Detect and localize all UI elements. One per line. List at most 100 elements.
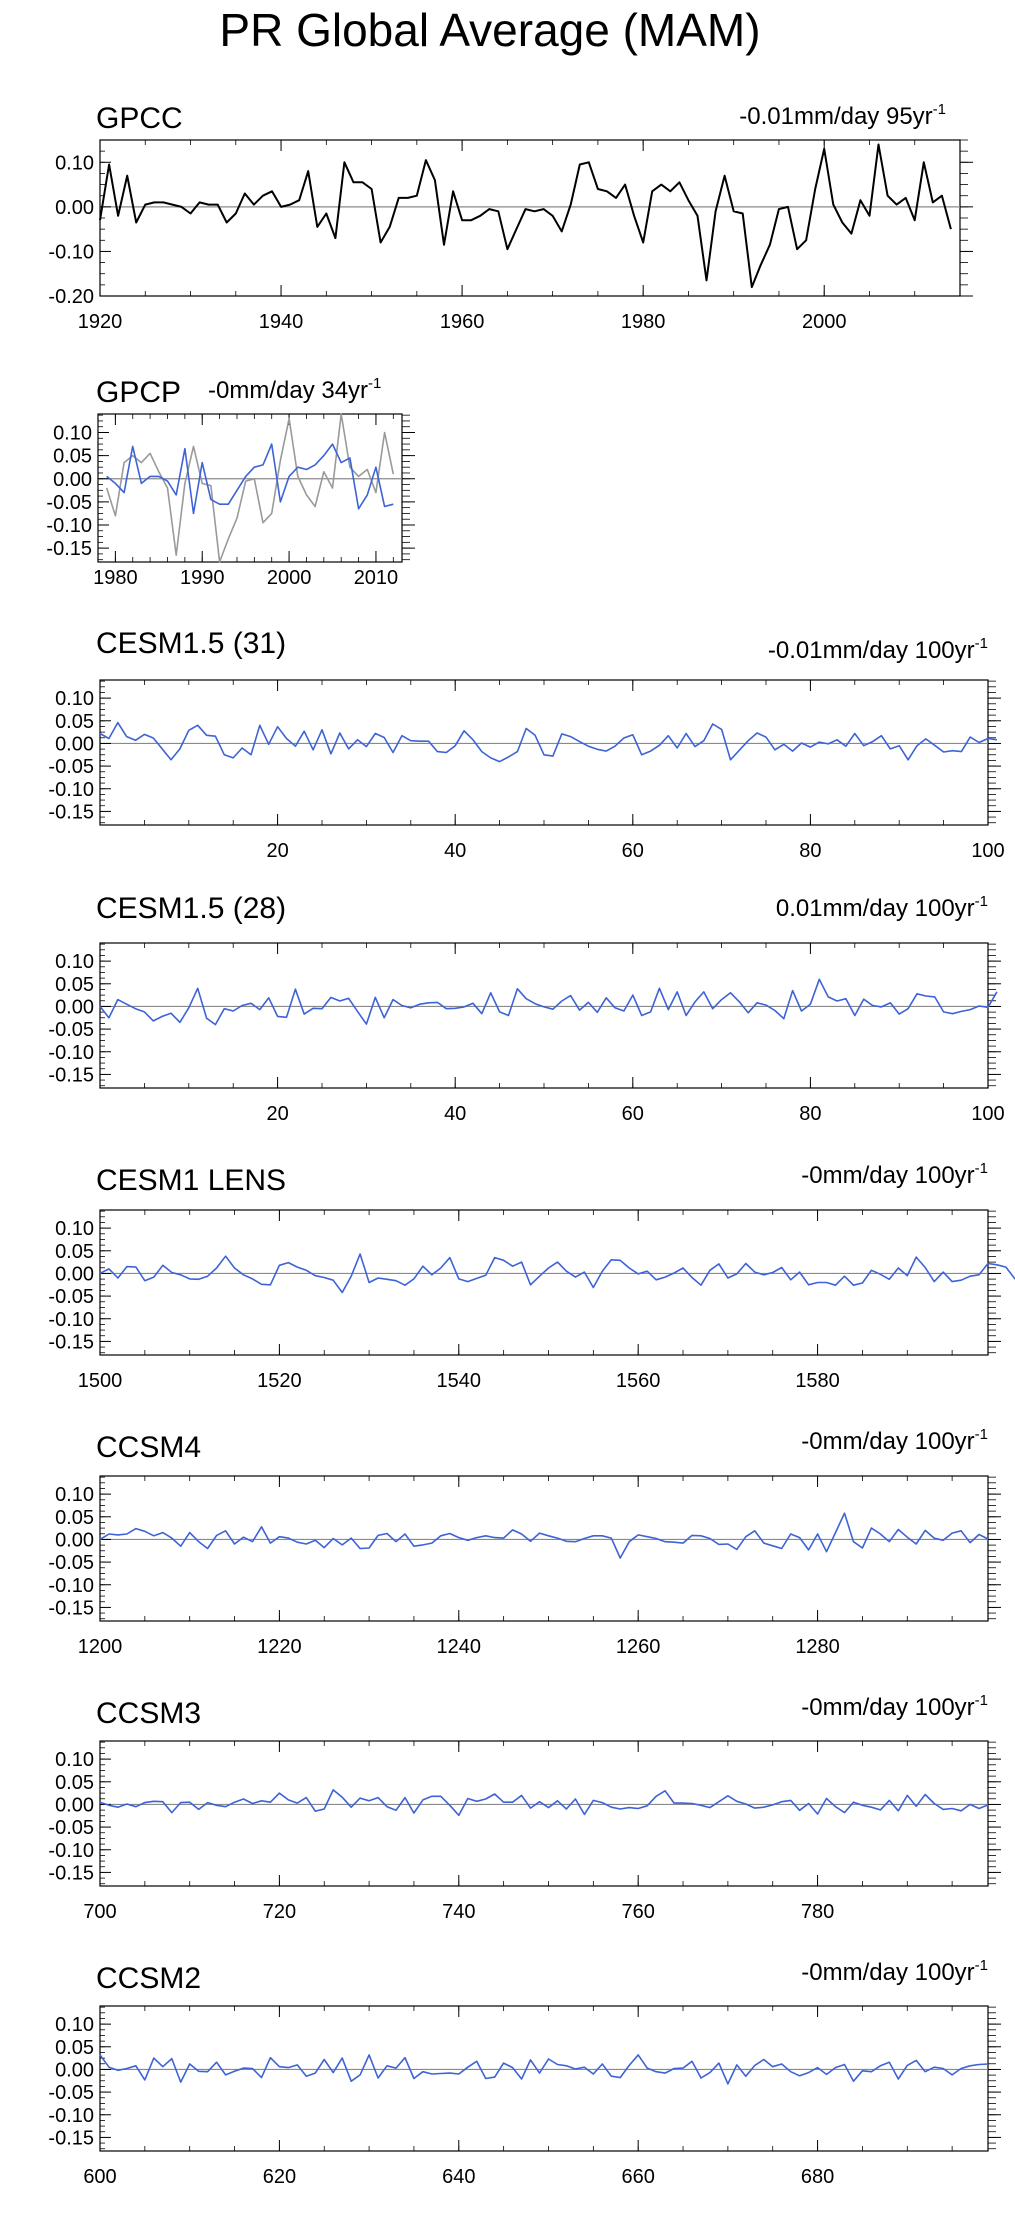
x-tick-label: 640 [442,2166,475,2188]
x-tick-label: 1520 [257,1370,302,1392]
panel-cesm1-5-31: 20 40 60 80 100 0.100.050.00-0.05-0.10-0.15 CE… [48,627,1004,862]
y-tick-label: 0.10 [55,688,94,710]
x-tick-label: 760 [621,1901,654,1923]
x-tick-label: 100 [971,840,1004,862]
y-tick-label: -0.10 [48,2105,94,2127]
panel-ccsm4: 1200 1220 1240 1260 12800.100.050.00-0.05-0.… [48,1426,1001,1658]
x-tick-label: 1200 [78,1636,123,1658]
x-tick-label: 1580 [795,1370,840,1392]
series-line-cesm1-lens [99,1253,1015,1294]
y-tick-label: -0.05 [48,1552,94,1574]
panel-ccsm2: 600 620 640 660 680 0.100.050.00-0.05-0.10-0.… [48,1957,1001,2188]
panel-title: CCSM2 [96,1962,201,1995]
trend-annotation: -0mm/day 100yr-1 [801,1160,988,1189]
y-tick-label: -0.10 [48,1042,94,1064]
trend-value: -0.01mm/day 95yr [739,103,932,130]
y-tick-label: -0.15 [46,538,92,560]
trend-annotation: -0.01mm/day 95yr-1 [739,101,946,130]
series-line-cesm1-5-31 [99,721,998,763]
x-tick-label: 600 [83,2166,116,2188]
trend-annotation: -0mm/day 100yr-1 [801,1426,988,1455]
y-tick-label: 0.10 [55,1749,94,1771]
y-tick-label: 0.00 [55,996,94,1018]
x-tick-label: 620 [263,2166,296,2188]
trend-exponent: -1 [975,1957,988,1974]
y-tick-label: 0.05 [53,446,92,468]
panel-title: CESM1.5 (31) [96,627,286,660]
y-tick-label: 0.10 [55,2014,94,2036]
series-line-cesm1-5-28 [99,978,998,1026]
x-tick-label: 2000 [267,567,312,589]
panel-title: GPCP [96,376,181,409]
panel-gpcp: 1980 1990 2000 20100.100.050.00-0.05-0.10-0… [46,375,415,589]
x-tick-label: 660 [621,2166,654,2188]
trend-annotation: -0mm/day 100yr-1 [801,1957,988,1986]
y-tick-label: -0.10 [46,515,92,537]
y-tick-label: 0.10 [55,152,94,174]
trend-exponent: -1 [975,1426,988,1443]
trend-exponent: -1 [975,1160,988,1177]
x-tick-label: 1960 [440,311,485,333]
trend-annotation: -0.01mm/day 100yr-1 [768,635,988,664]
panel-gpcc: 1920 1940 1960 1980 2000 0.10 0.00 -0.10 -0.20 GP… [48,101,973,333]
trend-value: -0.01mm/day 100yr [768,637,975,664]
x-tick-label: 680 [801,2166,834,2188]
series-line-ccsm3 [99,1789,989,1817]
x-tick-label: 20 [266,840,288,862]
y-tick-label: -0.20 [48,286,94,308]
trend-exponent: -1 [368,375,381,392]
series-line-ccsm2 [99,2054,989,2085]
panel-ccsm3: 700 720 740 760 780 0.100.050.00-0.05-0.10-0.… [48,1692,1001,1923]
plot-frame [99,1740,989,1887]
panel-title: CESM1 LENS [96,1164,286,1197]
y-tick-label: -0.05 [48,2082,94,2104]
series-line-gpcc [105,413,395,563]
trend-annotation: -0mm/day 100yr-1 [801,1692,988,1721]
y-tick-label: 0.05 [55,2037,94,2059]
x-tick-label: 2010 [354,567,399,589]
page-title: PR Global Average (MAM) [219,4,760,56]
y-tick-label: 0.00 [55,733,94,755]
trend-value: -0mm/day 100yr [801,1694,974,1721]
x-tick-label: 1220 [257,1636,302,1658]
y-tick-label: 0.10 [55,1484,94,1506]
y-tick-label: -0.05 [48,1286,94,1308]
y-tick-label: -0.15 [48,1331,94,1353]
y-tick-label: -0.05 [48,1019,94,1041]
y-tick-label: -0.15 [48,2127,94,2149]
x-tick-label: 60 [622,840,644,862]
x-tick-label: 1980 [93,567,138,589]
x-tick-label: 1240 [437,1636,482,1658]
y-tick-label: 0.05 [55,711,94,733]
trend-value: 0.01mm/day 100yr [776,895,975,922]
plot-frame [99,1475,989,1622]
x-tick-label: 1990 [180,567,225,589]
panel-title: GPCC [96,102,183,135]
x-tick-label: 100 [971,1103,1004,1125]
series-line-ccsm4 [99,1512,989,1559]
x-tick-label: 700 [83,1901,116,1923]
y-tick-label: 0.05 [55,974,94,996]
x-tick-label: 1540 [437,1370,482,1392]
x-tick-label: 740 [442,1901,475,1923]
y-tick-label: 0.05 [55,1507,94,1529]
trend-exponent: -1 [975,893,988,910]
y-tick-label: -0.10 [48,241,94,263]
x-tick-label: 1980 [621,311,666,333]
y-tick-label: -0.15 [48,1597,94,1619]
series-line-gpcc [99,143,952,289]
y-tick-label: 0.00 [55,1529,94,1551]
trend-value: -0mm/day 100yr [801,1959,974,1986]
panel-cesm1-5-28: 20 40 60 80 100 0.100.050.00-0.05-0.10-0.15 CE… [48,892,1004,1125]
x-tick-label: 780 [801,1901,834,1923]
y-tick-label: 0.00 [53,469,92,491]
x-tick-label: 1920 [78,311,123,333]
x-tick-label: 80 [799,840,821,862]
trend-exponent: -1 [975,635,988,652]
y-tick-label: -0.15 [48,801,94,823]
trend-exponent: -1 [975,1692,988,1709]
y-tick-label: 0.05 [55,1772,94,1794]
y-tick-label: -0.05 [48,1817,94,1839]
y-tick-label: -0.15 [48,1862,94,1884]
